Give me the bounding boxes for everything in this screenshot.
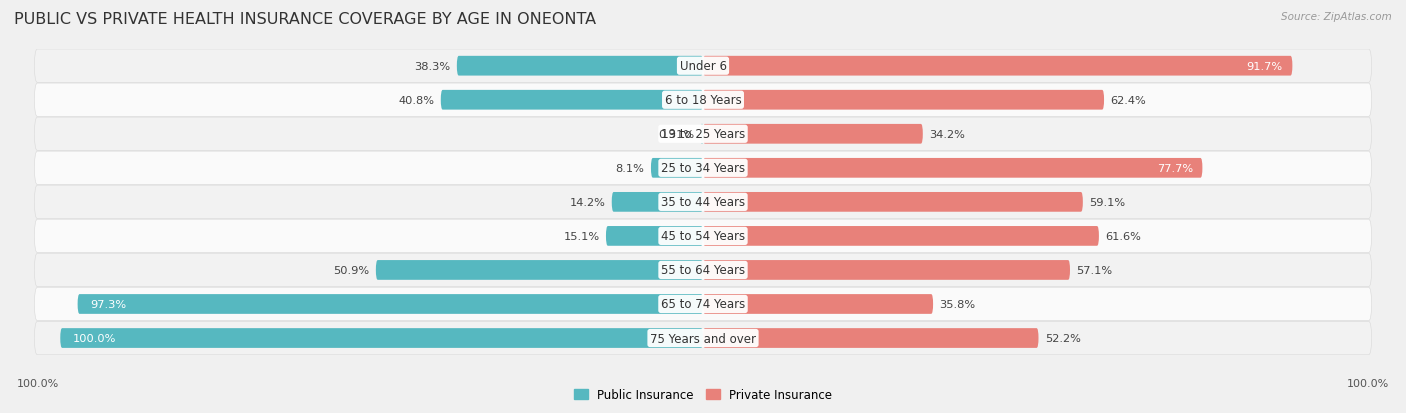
Text: 19 to 25 Years: 19 to 25 Years xyxy=(661,128,745,141)
Legend: Public Insurance, Private Insurance: Public Insurance, Private Insurance xyxy=(571,384,835,404)
FancyBboxPatch shape xyxy=(77,294,703,314)
FancyBboxPatch shape xyxy=(606,226,703,246)
Text: 65 to 74 Years: 65 to 74 Years xyxy=(661,298,745,311)
Text: 8.1%: 8.1% xyxy=(616,164,644,173)
FancyBboxPatch shape xyxy=(702,125,703,144)
FancyBboxPatch shape xyxy=(703,226,1099,246)
Text: 34.2%: 34.2% xyxy=(929,129,965,140)
Text: 62.4%: 62.4% xyxy=(1111,95,1146,105)
FancyBboxPatch shape xyxy=(703,57,1292,76)
FancyBboxPatch shape xyxy=(35,84,1371,117)
Text: 91.7%: 91.7% xyxy=(1247,62,1282,71)
FancyBboxPatch shape xyxy=(375,261,703,280)
FancyBboxPatch shape xyxy=(703,90,1104,110)
Text: 14.2%: 14.2% xyxy=(569,197,606,207)
Text: 55 to 64 Years: 55 to 64 Years xyxy=(661,264,745,277)
Text: 100.0%: 100.0% xyxy=(17,378,59,388)
Text: 25 to 34 Years: 25 to 34 Years xyxy=(661,162,745,175)
FancyBboxPatch shape xyxy=(35,322,1371,355)
FancyBboxPatch shape xyxy=(35,50,1371,83)
FancyBboxPatch shape xyxy=(457,57,703,76)
Text: 75 Years and over: 75 Years and over xyxy=(650,332,756,345)
Text: 100.0%: 100.0% xyxy=(1347,378,1389,388)
Text: 40.8%: 40.8% xyxy=(398,95,434,105)
Text: 61.6%: 61.6% xyxy=(1105,231,1142,241)
FancyBboxPatch shape xyxy=(35,152,1371,185)
Text: Under 6: Under 6 xyxy=(679,60,727,73)
FancyBboxPatch shape xyxy=(60,328,703,348)
Text: 6 to 18 Years: 6 to 18 Years xyxy=(665,94,741,107)
FancyBboxPatch shape xyxy=(612,192,703,212)
Text: 59.1%: 59.1% xyxy=(1090,197,1125,207)
FancyBboxPatch shape xyxy=(35,118,1371,151)
Text: 100.0%: 100.0% xyxy=(73,333,117,343)
Text: Source: ZipAtlas.com: Source: ZipAtlas.com xyxy=(1281,12,1392,22)
Text: 52.2%: 52.2% xyxy=(1045,333,1081,343)
FancyBboxPatch shape xyxy=(651,159,703,178)
Text: 50.9%: 50.9% xyxy=(333,265,370,275)
Text: PUBLIC VS PRIVATE HEALTH INSURANCE COVERAGE BY AGE IN ONEONTA: PUBLIC VS PRIVATE HEALTH INSURANCE COVER… xyxy=(14,12,596,27)
FancyBboxPatch shape xyxy=(440,90,703,110)
Text: 0.31%: 0.31% xyxy=(658,129,695,140)
FancyBboxPatch shape xyxy=(703,294,934,314)
Text: 38.3%: 38.3% xyxy=(415,62,450,71)
Text: 57.1%: 57.1% xyxy=(1077,265,1112,275)
FancyBboxPatch shape xyxy=(35,287,1371,321)
FancyBboxPatch shape xyxy=(35,186,1371,219)
FancyBboxPatch shape xyxy=(35,254,1371,287)
FancyBboxPatch shape xyxy=(703,192,1083,212)
FancyBboxPatch shape xyxy=(703,328,1039,348)
FancyBboxPatch shape xyxy=(703,125,922,144)
Text: 35.8%: 35.8% xyxy=(939,299,976,309)
FancyBboxPatch shape xyxy=(703,261,1070,280)
FancyBboxPatch shape xyxy=(35,220,1371,253)
FancyBboxPatch shape xyxy=(703,159,1202,178)
Text: 45 to 54 Years: 45 to 54 Years xyxy=(661,230,745,243)
Text: 15.1%: 15.1% xyxy=(564,231,599,241)
Text: 97.3%: 97.3% xyxy=(90,299,127,309)
Text: 77.7%: 77.7% xyxy=(1157,164,1192,173)
Text: 35 to 44 Years: 35 to 44 Years xyxy=(661,196,745,209)
